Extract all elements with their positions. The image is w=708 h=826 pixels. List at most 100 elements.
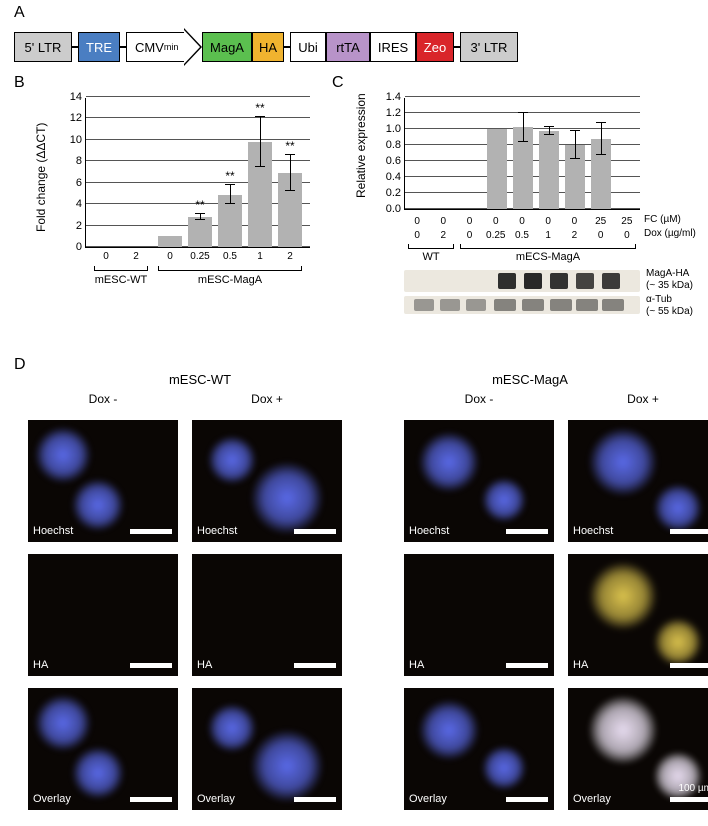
stain-label: Hoechst bbox=[409, 525, 449, 537]
chart-fold-change: Fold change (ΔΔCT) 024681012140200.25**0… bbox=[30, 90, 320, 295]
col-header: Dox + bbox=[192, 390, 342, 408]
micrograph: Overlay bbox=[28, 688, 178, 810]
chart-relative-expression: Relative expression 0.00.20.40.60.81.01.… bbox=[350, 90, 695, 350]
axis-y-label-b: Fold change (ΔΔCT) bbox=[34, 123, 48, 232]
xtick: 0 bbox=[103, 247, 109, 262]
cond-cell: 0 bbox=[456, 216, 482, 227]
cond-cell: 0 bbox=[561, 216, 587, 227]
scalebar bbox=[506, 529, 548, 534]
ytick: 6 bbox=[76, 177, 86, 189]
stain-label: Overlay bbox=[33, 793, 71, 805]
stain-label: Overlay bbox=[197, 793, 235, 805]
group-label: mESC-WT bbox=[95, 274, 148, 286]
ytick: 1.0 bbox=[386, 123, 405, 135]
cond-cell: 25 bbox=[588, 216, 614, 227]
section-header-maga: mESC-MagA bbox=[460, 372, 600, 387]
segment-ubi: Ubi bbox=[290, 32, 326, 62]
blot-label: α-Tub bbox=[646, 294, 672, 305]
micrograph: HA bbox=[192, 554, 342, 676]
axis-y-label-c: Relative expression bbox=[354, 93, 368, 198]
micrograph: Hoechst bbox=[568, 420, 708, 542]
ytick: 14 bbox=[70, 91, 86, 103]
segment-maga: MagA bbox=[202, 32, 252, 62]
micrograph: Hoechst bbox=[192, 420, 342, 542]
ytick: 1.4 bbox=[386, 91, 405, 103]
segment-ha: HA bbox=[252, 32, 284, 62]
ytick: 0.2 bbox=[386, 187, 405, 199]
segment-cmv: CMVmin bbox=[126, 32, 184, 62]
segment-tre: TRE bbox=[78, 32, 120, 62]
stain-label: Hoechst bbox=[33, 525, 73, 537]
scalebar bbox=[506, 663, 548, 668]
construct-diagram: 5' LTRTRECMVminMagAHAUbirtTAIRESZeo3' LT… bbox=[14, 28, 518, 66]
cond-cell: 0 bbox=[614, 230, 640, 241]
group-label: mESC-MagA bbox=[198, 274, 262, 286]
scalebar bbox=[130, 663, 172, 668]
stain-label: HA bbox=[409, 659, 424, 671]
segment-ires: IRES bbox=[370, 32, 416, 62]
panel-label-c: C bbox=[332, 74, 344, 92]
micrograph: Overlay 100 µm bbox=[568, 688, 708, 810]
xtick: 0.5 bbox=[223, 247, 237, 262]
bar bbox=[188, 217, 212, 247]
cond-cell: 0 bbox=[509, 216, 535, 227]
condition-table: 00000002525FC (µM)0200.250.51200Dox (µg/… bbox=[404, 214, 640, 242]
significance-marker: ** bbox=[225, 169, 234, 183]
ytick: 0.6 bbox=[386, 155, 405, 167]
col-header: Dox + bbox=[568, 390, 708, 408]
significance-marker: ** bbox=[255, 101, 264, 115]
xtick: 2 bbox=[133, 247, 139, 262]
cond-row-label: Dox (µg/ml) bbox=[644, 228, 696, 239]
cond-cell: 0 bbox=[430, 216, 456, 227]
cond-cell: 0 bbox=[483, 216, 509, 227]
micrograph: Overlay bbox=[404, 688, 554, 810]
cond-cell: 2 bbox=[430, 230, 456, 241]
col-header: Dox - bbox=[404, 390, 554, 408]
scalebar bbox=[130, 529, 172, 534]
ytick: 0.8 bbox=[386, 139, 405, 151]
ytick: 8 bbox=[76, 155, 86, 167]
ytick: 12 bbox=[70, 112, 86, 124]
scalebar bbox=[506, 797, 548, 802]
panel-label-b: B bbox=[14, 74, 25, 92]
segment-rtta: rtTA bbox=[326, 32, 370, 62]
cond-group-label: WT bbox=[422, 251, 439, 263]
micrograph: Overlay bbox=[192, 688, 342, 810]
ytick: 2 bbox=[76, 220, 86, 232]
cond-cell: 0 bbox=[456, 230, 482, 241]
xtick: 2 bbox=[287, 247, 293, 262]
col-header: Dox - bbox=[28, 390, 178, 408]
cond-cell: 0.25 bbox=[483, 230, 509, 241]
micrograph: HA bbox=[28, 554, 178, 676]
bar bbox=[539, 131, 559, 209]
bar bbox=[158, 236, 182, 247]
ytick: 0.0 bbox=[386, 203, 405, 215]
bar bbox=[487, 129, 507, 209]
cond-group-label: mECS-MagA bbox=[516, 251, 580, 263]
cond-cell: 0 bbox=[404, 230, 430, 241]
stain-label: HA bbox=[33, 659, 48, 671]
segment-5ltr: 5' LTR bbox=[14, 32, 72, 62]
scalebar bbox=[130, 797, 172, 802]
segment-3ltr: 3' LTR bbox=[460, 32, 518, 62]
blot-size: (~ 35 kDa) bbox=[646, 280, 693, 291]
cond-cell: 25 bbox=[614, 216, 640, 227]
blot-size: (~ 55 kDa) bbox=[646, 306, 693, 317]
stain-label: HA bbox=[573, 659, 588, 671]
cond-cell: 2 bbox=[561, 230, 587, 241]
scale-text: 100 µm bbox=[678, 783, 708, 794]
significance-marker: ** bbox=[195, 198, 204, 212]
xtick: 0 bbox=[167, 247, 173, 262]
stain-label: Hoechst bbox=[197, 525, 237, 537]
cond-cell: 0.5 bbox=[509, 230, 535, 241]
stain-label: Hoechst bbox=[573, 525, 613, 537]
stain-label: Overlay bbox=[573, 793, 611, 805]
ytick: 10 bbox=[70, 134, 86, 146]
micrograph: HA bbox=[568, 554, 708, 676]
micrograph: Hoechst bbox=[404, 420, 554, 542]
significance-marker: ** bbox=[285, 139, 294, 153]
cond-cell: 0 bbox=[404, 216, 430, 227]
scalebar bbox=[294, 529, 336, 534]
ytick: 1.2 bbox=[386, 107, 405, 119]
stain-label: Overlay bbox=[409, 793, 447, 805]
